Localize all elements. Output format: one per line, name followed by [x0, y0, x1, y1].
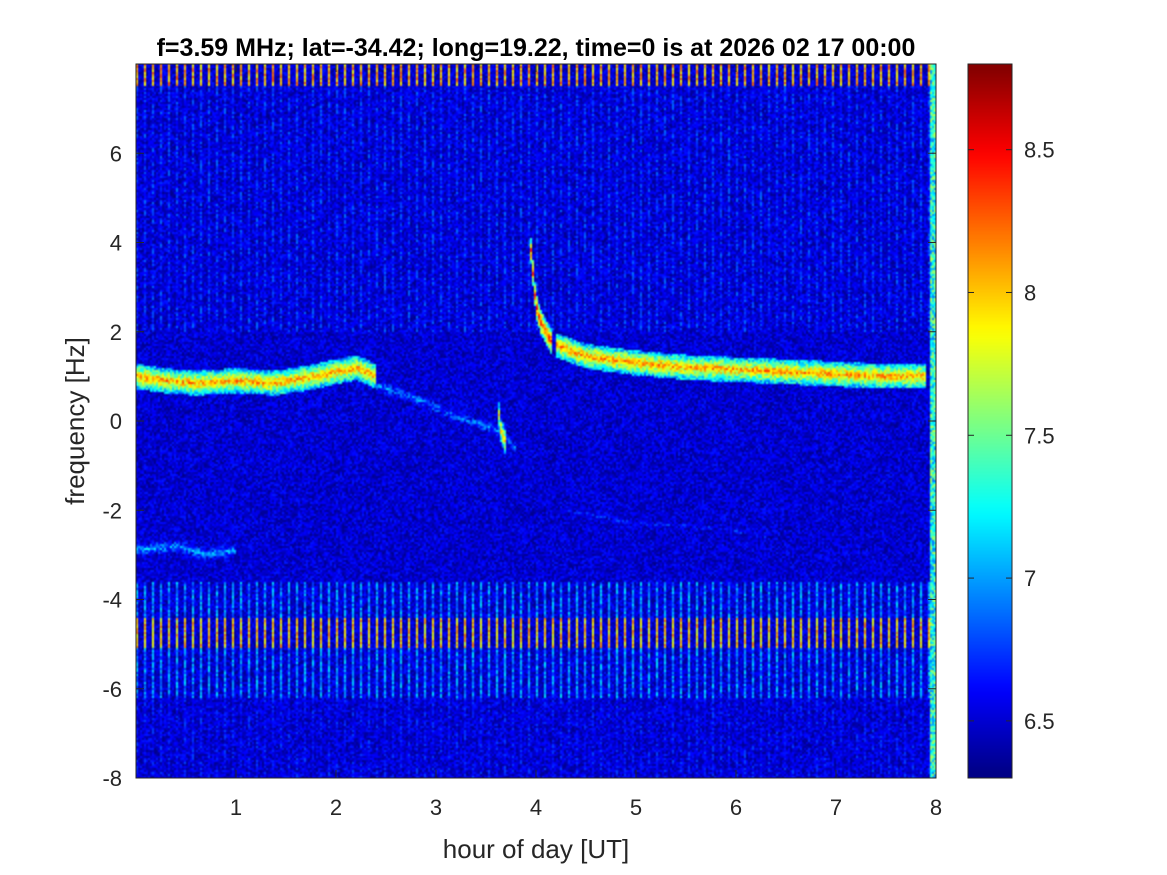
colorbar-ticks: 6.5 7 7.5 8 8.5	[968, 138, 1055, 734]
y-tick-label: -8	[102, 766, 122, 791]
colorbar-frame	[967, 63, 1013, 779]
spectrogram-image	[136, 64, 936, 778]
colorbar: 6.5 7 7.5 8 8.5	[967, 63, 1055, 779]
y-tick-label: 0	[110, 409, 122, 434]
x-axis: 1 2 3 4 5 6 7 8	[230, 64, 942, 820]
y-axis-label: frequency [Hz]	[60, 337, 90, 505]
x-tick-label: 7	[830, 795, 842, 820]
colorbar-tick-label: 7	[1024, 566, 1036, 591]
y-tick-label: -6	[102, 677, 122, 702]
x-tick-label: 1	[230, 795, 242, 820]
colorbar-gradient	[968, 64, 1012, 778]
x-tick-label: 2	[330, 795, 342, 820]
x-axis-label: hour of day [UT]	[443, 834, 629, 864]
colorbar-tick-label: 6.5	[1024, 709, 1055, 734]
x-tick-label: 5	[630, 795, 642, 820]
y-tick-label: 6	[110, 141, 122, 166]
colorbar-tick-label: 8	[1024, 280, 1036, 305]
x-tick-label: 8	[930, 795, 942, 820]
colorbar-tick-label: 7.5	[1024, 423, 1055, 448]
x-tick-label: 3	[430, 795, 442, 820]
plot-area	[135, 63, 937, 779]
y-tick-label: -2	[102, 498, 122, 523]
y-tick-label: 4	[110, 231, 122, 256]
y-tick-label: -4	[102, 588, 122, 613]
x-tick-label: 6	[730, 795, 742, 820]
y-tick-label: 2	[110, 320, 122, 345]
colorbar-tick-label: 8.5	[1024, 138, 1055, 163]
x-tick-label: 4	[530, 795, 542, 820]
y-axis: -8 -6 -4 -2 0 2 4 6	[102, 141, 936, 791]
chart-title: f=3.59 MHz; lat=-34.42; long=19.22, time…	[157, 34, 916, 62]
